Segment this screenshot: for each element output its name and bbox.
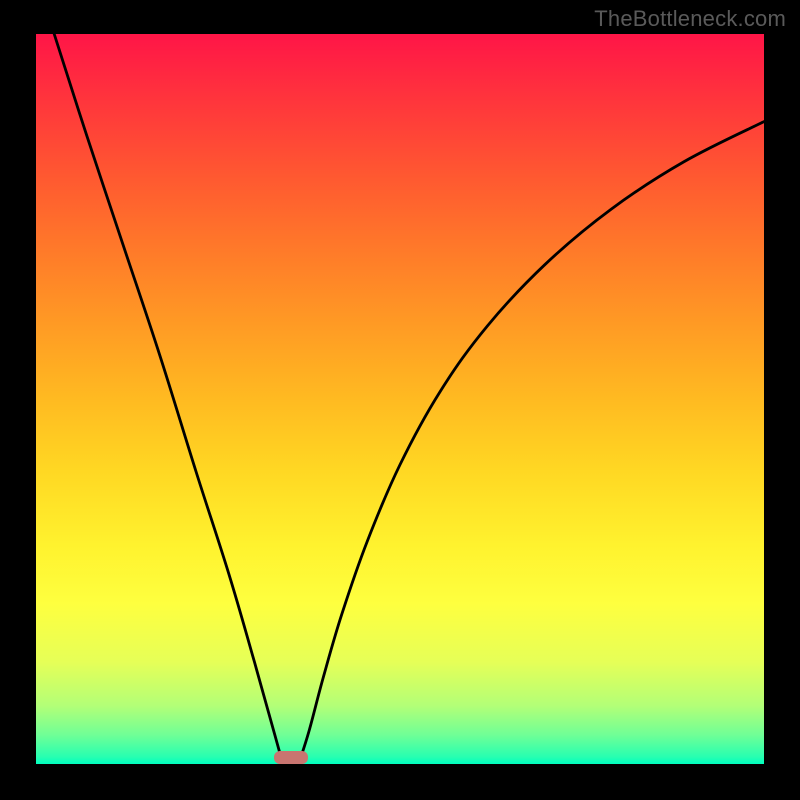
bottleneck-curve (36, 34, 764, 764)
chart-frame: TheBottleneck.com (0, 0, 800, 800)
watermark-text: TheBottleneck.com (594, 6, 786, 32)
plot-area (36, 34, 764, 764)
minimum-marker (274, 751, 308, 764)
